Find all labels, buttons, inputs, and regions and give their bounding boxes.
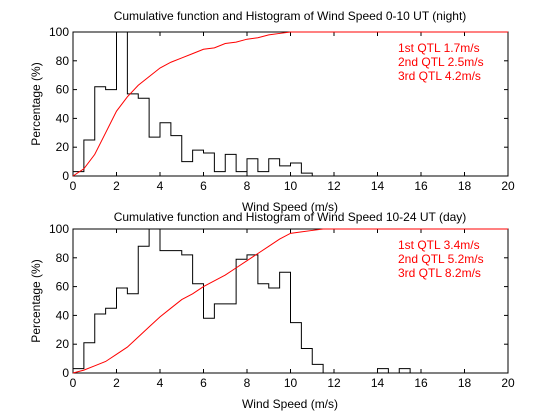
histogram-series-night [72, 31, 324, 177]
y-tick-label-day: 60 [56, 280, 70, 294]
chart-title-night: Cumulative function and Histogram of Win… [114, 9, 467, 23]
x-tick-label-day: 18 [458, 376, 472, 390]
axis-ticks-day: 0 2 4 6 8 10 12 14 16 18 20 0 20 40 60 80 100 [49, 222, 515, 390]
y-tick-label-day: 100 [49, 222, 69, 236]
x-tick-label-night: 6 [200, 179, 207, 193]
x-axis-label-night: Wind Speed (m/s) [242, 200, 338, 214]
y-tick-label-night: 100 [49, 25, 69, 39]
x-tick-label-day: 2 [113, 376, 120, 390]
y-tick-label-night: 80 [56, 54, 70, 68]
y-tick-label-night: 40 [56, 111, 70, 125]
quartile-2-annotation-night: 2nd QTL 2.5m/s [398, 55, 484, 69]
x-tick-label-day: 8 [244, 376, 251, 390]
chart-title-day: Cumulative function and Histogram of Win… [114, 210, 467, 224]
x-tick-label-day: 4 [157, 376, 164, 390]
x-axis-label-day: Wind Speed (m/s) [242, 397, 338, 411]
y-tick-label-day: 0 [62, 366, 69, 380]
histogram-series-day [72, 228, 421, 374]
x-tick-label-day: 0 [70, 376, 77, 390]
x-tick-label-night: 16 [414, 179, 428, 193]
x-tick-label-day: 6 [200, 376, 207, 390]
cumulative-series-day [72, 228, 508, 374]
x-tick-label-night: 8 [244, 179, 251, 193]
y-tick-label-day: 20 [56, 337, 70, 351]
y-tick-label-night: 60 [56, 83, 70, 97]
quartile-2-annotation-day: 2nd QTL 5.2m/s [398, 252, 484, 266]
y-tick-label-night: 0 [62, 169, 69, 183]
x-tick-label-day: 20 [501, 376, 515, 390]
x-tick-label-night: 4 [157, 179, 164, 193]
x-tick-label-day: 16 [414, 376, 428, 390]
x-tick-label-night: 0 [70, 179, 77, 193]
subplot-night: Cumulative function and Histogram of Win… [29, 9, 515, 214]
y-axis-label-day: Percentage (%) [29, 259, 43, 342]
quartile-1-annotation-night: 1st QTL 1.7m/s [398, 41, 480, 55]
y-axis-label-night: Percentage (%) [29, 62, 43, 145]
y-tick-label-day: 80 [56, 251, 70, 265]
x-tick-label-night: 2 [113, 179, 120, 193]
y-tick-label-night: 20 [56, 140, 70, 154]
quartile-3-annotation-day: 3rd QTL 8.2m/s [398, 266, 481, 280]
x-tick-label-night: 12 [327, 179, 341, 193]
quartile-1-annotation-day: 1st QTL 3.4m/s [398, 238, 480, 252]
cumulative-series-night [72, 31, 508, 177]
x-tick-label-night: 14 [371, 179, 385, 193]
x-tick-label-day: 10 [284, 376, 298, 390]
x-tick-label-day: 14 [371, 376, 385, 390]
plot-frame-night [72, 31, 509, 177]
x-tick-label-night: 10 [284, 179, 298, 193]
x-tick-label-night: 18 [458, 179, 472, 193]
subplot-day: Cumulative function and Histogram of Win… [29, 210, 515, 411]
axis-ticks-night: 0 2 4 6 8 10 12 14 16 18 20 0 20 40 60 80 100 [49, 25, 515, 193]
x-tick-label-night: 20 [501, 179, 515, 193]
x-tick-label-day: 12 [327, 376, 341, 390]
quartile-3-annotation-night: 3rd QTL 4.2m/s [398, 69, 481, 83]
y-tick-label-day: 40 [56, 308, 70, 322]
